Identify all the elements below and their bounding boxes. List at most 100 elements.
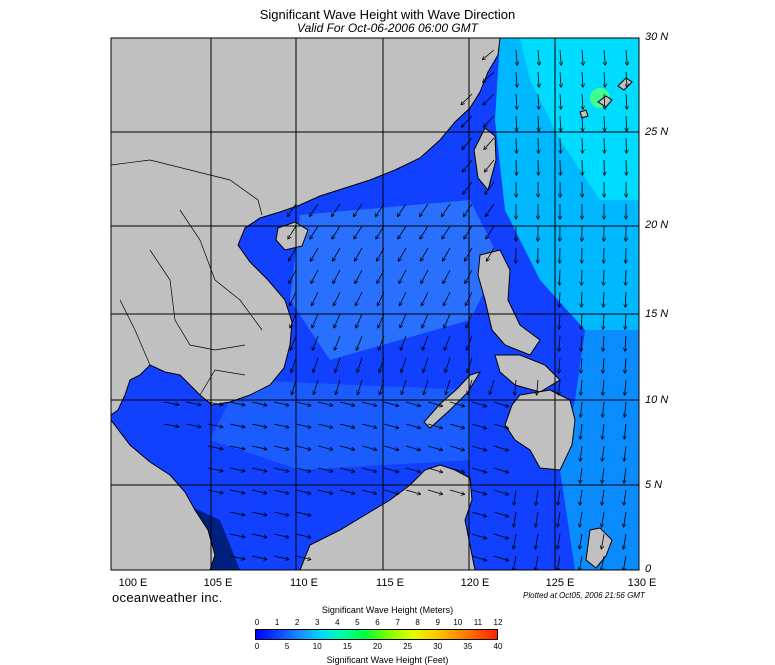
- direction-arrow: [361, 423, 377, 428]
- direction-arrow: [295, 467, 311, 472]
- lat-lon-grid: [111, 38, 639, 570]
- lon-label-130e: 130 E: [627, 577, 657, 589]
- direction-arrow: [295, 401, 311, 406]
- direction-arrow: [483, 93, 495, 105]
- direction-arrow: [335, 357, 341, 372]
- direction-arrow: [378, 313, 385, 328]
- direction-arrow: [405, 423, 420, 428]
- malay-peninsula: [111, 419, 216, 570]
- direction-arrow: [295, 555, 311, 560]
- direction-arrow: [421, 247, 429, 261]
- direction-arrow: [516, 115, 517, 131]
- direction-arrow: [420, 203, 429, 216]
- direction-arrow: [273, 467, 289, 471]
- direction-arrow: [624, 511, 627, 527]
- direction-arrow: [445, 335, 451, 350]
- direction-arrow: [332, 225, 341, 239]
- direction-arrow: [380, 379, 385, 394]
- hainan-island: [275, 221, 309, 251]
- direction-arrow: [471, 511, 486, 516]
- direction-arrow: [471, 533, 486, 538]
- direction-arrow: [601, 533, 605, 549]
- colorbar-title-feet: Significant Wave Height (Feet): [326, 655, 449, 665]
- direction-arrow: [207, 401, 223, 405]
- direction-arrow: [378, 291, 385, 306]
- meter-tick: 7: [395, 618, 400, 627]
- meter-tick: 10: [453, 618, 463, 627]
- direction-arrow: [229, 489, 245, 493]
- direction-arrow: [339, 401, 355, 406]
- direction-arrow: [538, 115, 539, 131]
- direction-arrow: [398, 225, 407, 239]
- direction-arrow: [487, 247, 495, 261]
- direction-arrow: [442, 203, 451, 216]
- direction-arrow: [604, 269, 605, 285]
- direction-arrow: [471, 401, 486, 406]
- direction-arrow: [582, 115, 583, 131]
- direction-arrow: [582, 137, 583, 153]
- direction-arrow: [312, 291, 319, 306]
- direction-arrow: [559, 313, 560, 329]
- direction-arrow: [317, 489, 333, 494]
- lat-label-25n: 25 N: [645, 126, 669, 138]
- direction-arrow: [251, 423, 267, 427]
- direction-arrow: [424, 379, 429, 394]
- direction-arrow: [490, 379, 495, 394]
- direction-arrow: [485, 159, 495, 172]
- direction-arrow: [207, 489, 223, 493]
- direction-arrow: [493, 401, 508, 407]
- direction-arrow: [290, 291, 297, 306]
- lat-label-5n: 5 N: [645, 479, 663, 491]
- direction-arrow: [493, 445, 508, 451]
- lon-label-105e: 105 E: [203, 577, 233, 589]
- direction-arrow: [625, 357, 626, 373]
- direction-arrow: [273, 401, 289, 405]
- direction-arrow: [229, 467, 245, 471]
- direction-arrow: [288, 225, 297, 239]
- direction-arrow: [376, 225, 385, 239]
- direction-arrow: [377, 247, 385, 261]
- direction-arrow: [400, 313, 407, 328]
- direction-arrow: [581, 291, 582, 307]
- direction-arrow: [401, 335, 407, 350]
- direction-arrow: [291, 357, 297, 372]
- direction-arrow: [163, 423, 179, 427]
- highest-wave-zone: [520, 38, 639, 200]
- direction-arrow: [361, 445, 377, 450]
- direction-arrow: [427, 489, 442, 494]
- direction-arrow: [251, 511, 267, 515]
- direction-arrow: [273, 445, 289, 449]
- direction-arrow: [582, 71, 583, 87]
- direction-arrow: [207, 467, 223, 471]
- meter-tick: 9: [435, 618, 440, 627]
- direction-arrow: [516, 71, 517, 87]
- direction-arrow: [464, 203, 473, 216]
- direction-arrow: [420, 225, 429, 239]
- direction-arrow: [625, 291, 626, 307]
- direction-arrow: [467, 357, 473, 372]
- direction-arrow: [357, 335, 363, 350]
- direction-arrow: [313, 357, 319, 372]
- direction-arrow: [602, 489, 605, 505]
- direction-arrow: [311, 269, 319, 283]
- direction-arrow: [579, 555, 583, 570]
- direction-arrow: [559, 379, 560, 395]
- direction-arrow: [560, 71, 561, 87]
- direction-arrow: [398, 203, 407, 216]
- direction-arrow: [273, 533, 289, 537]
- direction-arrow: [251, 445, 267, 449]
- direction-arrow: [311, 247, 319, 261]
- direction-arrow: [295, 423, 311, 428]
- direction-arrow: [449, 489, 464, 494]
- direction-arrow: [603, 313, 604, 329]
- direction-arrow: [383, 489, 399, 494]
- direction-arrow: [538, 71, 539, 87]
- feet-tick: 0: [254, 642, 260, 651]
- direction-arrow: [623, 555, 627, 570]
- direction-arrow: [356, 291, 363, 306]
- direction-arrow: [626, 269, 627, 285]
- direction-arrow: [536, 489, 539, 505]
- direction-arrow: [442, 225, 451, 239]
- direction-arrow: [516, 49, 517, 65]
- direction-arrow: [580, 445, 582, 461]
